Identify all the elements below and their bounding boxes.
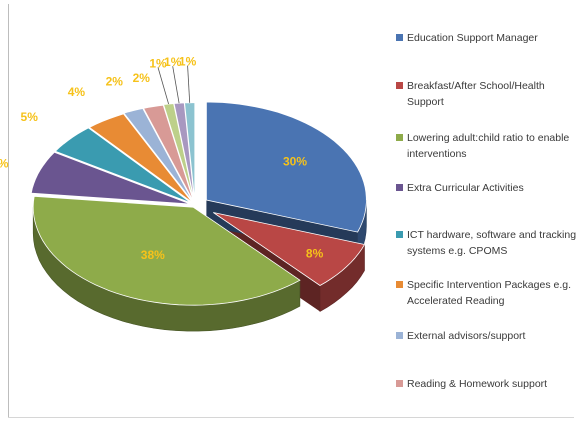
slice-label-1: 30% bbox=[283, 154, 307, 168]
legend-label: Lowering adult:child ratio to enable int… bbox=[407, 132, 570, 160]
slice-label-2: 8% bbox=[306, 247, 324, 261]
legend-label: Education Support Manager bbox=[407, 32, 538, 44]
leader-line-11 bbox=[187, 65, 191, 103]
slice-1 bbox=[206, 101, 367, 233]
leader-line-10 bbox=[172, 66, 180, 104]
legend-swatch bbox=[396, 231, 403, 238]
legend-swatch bbox=[396, 34, 403, 41]
slice-labels: 30%8%38%7%5%4%2%2%1%1%1% bbox=[0, 55, 324, 263]
frame-edge-left bbox=[8, 4, 9, 418]
slice-label-8: 2% bbox=[133, 71, 151, 85]
slice-label-7: 2% bbox=[106, 75, 124, 89]
legend-label: Breakfast/After School/Health Support bbox=[407, 80, 545, 108]
legend-swatch bbox=[396, 134, 403, 141]
legend-label: Extra Curricular Activities bbox=[407, 182, 524, 194]
slice-6 bbox=[88, 113, 193, 203]
legend-label: External advisors/support bbox=[407, 330, 526, 342]
slice-label-6: 4% bbox=[68, 85, 86, 99]
slice-tops bbox=[30, 101, 367, 306]
legend-swatch bbox=[396, 332, 403, 339]
legend-label: Reading & Homework support bbox=[407, 378, 548, 390]
slice-leaders bbox=[157, 65, 191, 105]
slice-8 bbox=[142, 104, 194, 202]
slice-3 bbox=[32, 195, 301, 306]
leader-line-9 bbox=[157, 67, 169, 105]
legend-swatch bbox=[396, 281, 403, 288]
slice-5 bbox=[54, 127, 192, 204]
frame-edge-bottom bbox=[8, 417, 574, 418]
slice-2 bbox=[213, 212, 366, 286]
slice-label-3: 38% bbox=[141, 248, 165, 262]
slice-label-4: 7% bbox=[0, 157, 9, 171]
slice-label-5: 5% bbox=[21, 110, 39, 124]
legend-swatch bbox=[396, 184, 403, 191]
slice-4 bbox=[30, 151, 191, 205]
legend-swatch bbox=[396, 82, 403, 89]
slice-label-10: 1% bbox=[164, 55, 182, 69]
slice-label-11: 1% bbox=[179, 55, 197, 69]
legend-label: ICT hardware, software and tracking syst… bbox=[407, 229, 577, 257]
slice-label-9: 1% bbox=[149, 56, 167, 70]
legend-label: Specific Intervention Packages e.g. Acce… bbox=[407, 279, 572, 307]
legend-swatch bbox=[396, 380, 403, 387]
slice-7 bbox=[123, 108, 194, 202]
